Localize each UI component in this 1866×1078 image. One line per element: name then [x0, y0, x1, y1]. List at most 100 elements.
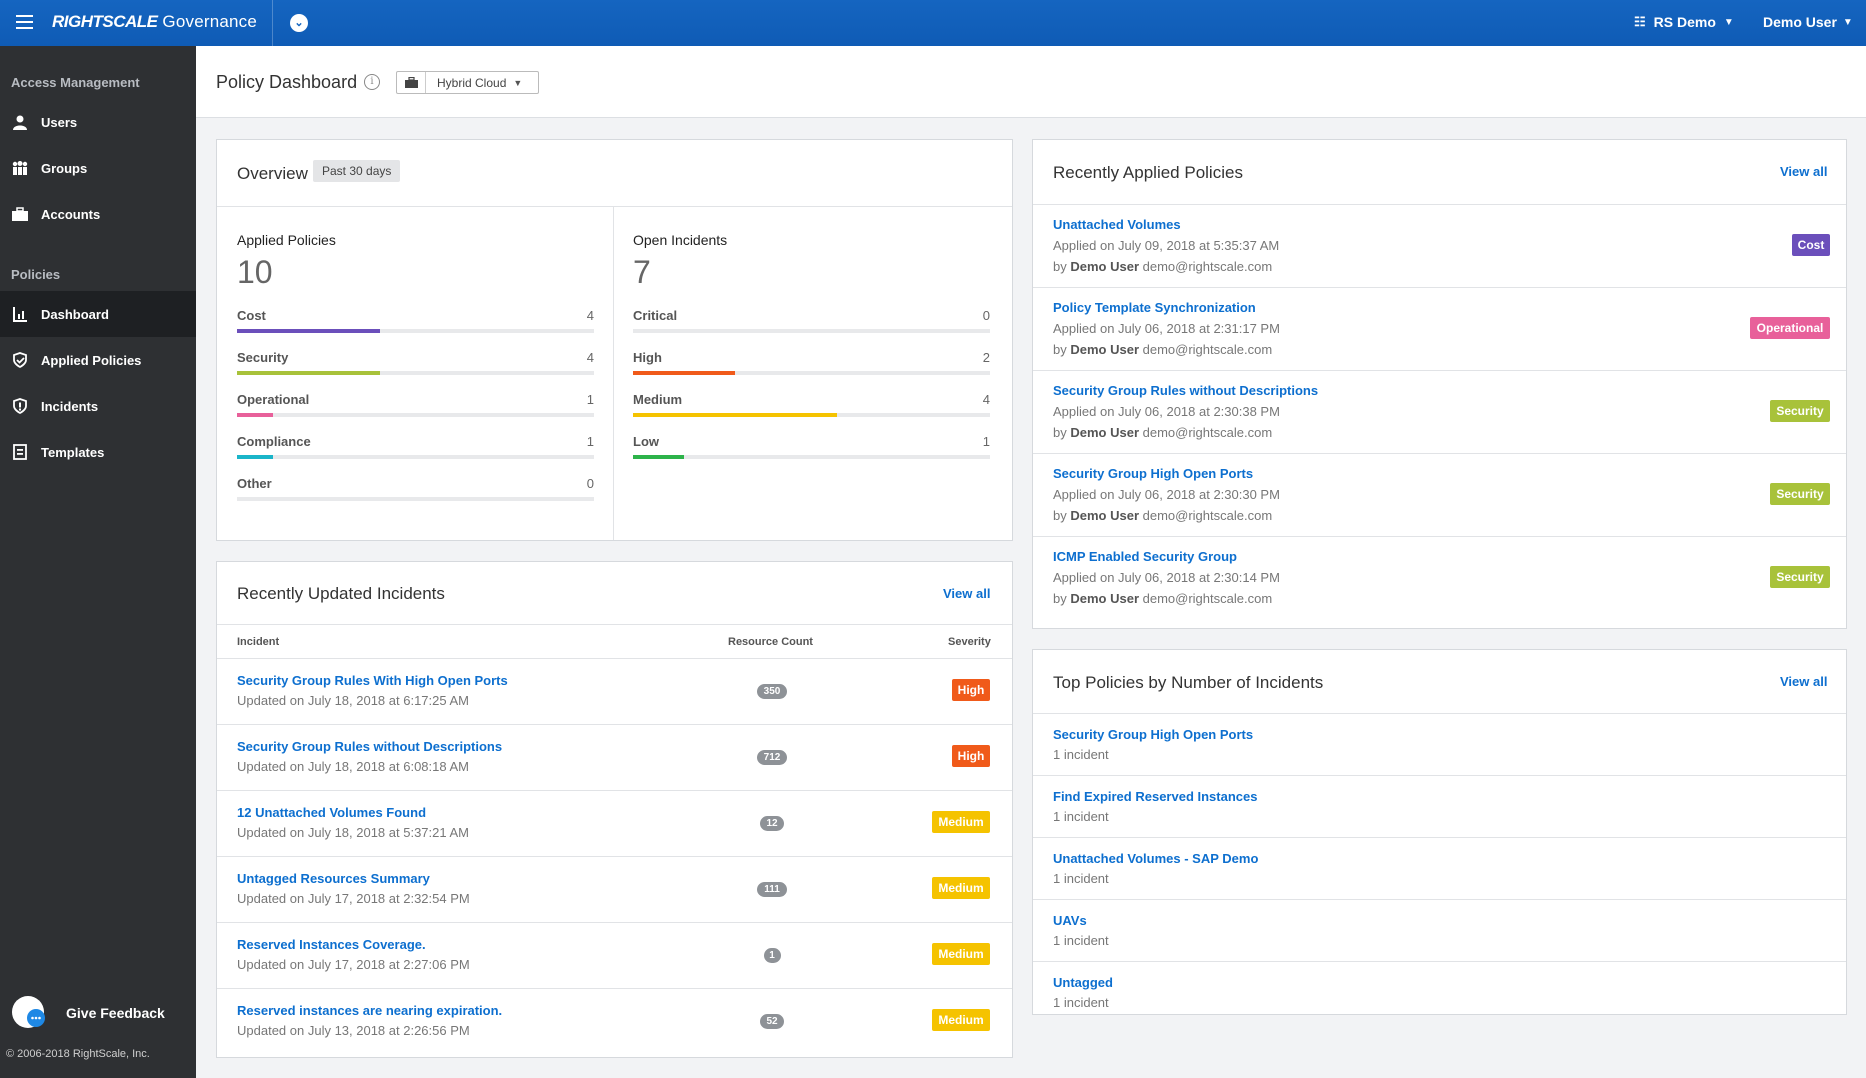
metric-other: Other 0 [237, 476, 594, 501]
sidebar-item-dashboard[interactable]: Dashboard [0, 291, 196, 337]
incident-name-link[interactable]: Untagged Resources Summary [237, 871, 430, 886]
metric-cost: Cost 4 [237, 308, 594, 333]
policy-name-link[interactable]: Security Group High Open Ports [1053, 466, 1254, 481]
org-menu[interactable]: ☷ RS Demo ▼ [1634, 14, 1734, 30]
recent-incidents-title: Recently Updated Incidents [237, 584, 445, 603]
metric-compliance: Compliance 1 [237, 434, 594, 459]
column-header-severity[interactable]: Severity [948, 636, 991, 648]
column-header-resource-count[interactable]: Resource Count [728, 636, 813, 648]
metric-label: Low [633, 434, 659, 449]
dashboard-icon [11, 305, 29, 323]
user-name: Demo User [1763, 14, 1837, 30]
incident-name-link[interactable]: 12 Unattached Volumes Found [237, 805, 427, 820]
divider [1033, 453, 1846, 454]
metric-label: Cost [237, 308, 266, 323]
groups-icon [11, 159, 29, 177]
app-switcher-chevron-icon[interactable]: ⌄ [290, 14, 308, 32]
list-item[interactable]: Security Group High Open Ports 1 incident [1033, 713, 1846, 775]
divider [217, 724, 1012, 725]
top-policy-name-link[interactable]: UAVs [1053, 913, 1087, 928]
list-item[interactable]: Security Group Rules without Description… [1033, 370, 1846, 453]
policy-name-link[interactable]: Unattached Volumes [1053, 217, 1181, 232]
page-header: Policy Dashboard i Hybrid Cloud ▼ [196, 46, 1866, 118]
sidebar-item-accounts[interactable]: Accounts [0, 191, 196, 237]
policy-category-badge: Security [1770, 400, 1830, 422]
recent-policies-view-all-link[interactable]: View all [1780, 164, 1828, 179]
list-item[interactable]: Find Expired Reserved Instances 1 inciden… [1033, 775, 1846, 837]
metric-bar-track [237, 329, 594, 333]
list-item[interactable]: Unattached Volumes - SAP Demo 1 incident [1033, 837, 1846, 899]
table-row[interactable]: Security Group Rules without Description… [217, 724, 1012, 790]
date-range-badge[interactable]: Past 30 days [313, 160, 401, 182]
column-header-incident[interactable]: Incident [237, 636, 280, 648]
applied-policies-total: 10 [237, 254, 273, 290]
incident-name-link[interactable]: Reserved Instances Coverage. [237, 937, 426, 952]
incident-name-link[interactable]: Security Group Rules without Description… [237, 739, 503, 754]
sidebar-item-label: Dashboard [41, 306, 109, 322]
top-bar: RIGHTSCALE Governance ⌄ ☷ RS Demo ▼ Demo… [0, 0, 1866, 46]
list-item[interactable]: UAVs 1 incident [1033, 899, 1846, 961]
chevron-down-icon: ▼ [1723, 16, 1734, 28]
metric-critical: Critical 0 [633, 308, 990, 333]
policy-applied-date: Applied on July 06, 2018 at 2:30:14 PM [1053, 570, 1280, 585]
sidebar-item-groups[interactable]: Groups [0, 145, 196, 191]
incident-updated: Updated on July 17, 2018 at 2:27:06 PM [237, 957, 470, 972]
metric-value: 4 [982, 392, 990, 407]
table-row[interactable]: Security Group Rules With High Open Port… [217, 658, 1012, 724]
sidebar-item-label: Users [41, 114, 78, 130]
list-item[interactable]: Untagged 1 incident [1033, 961, 1846, 1023]
list-item[interactable]: Security Group High Open Ports Applied on… [1033, 453, 1846, 536]
sidebar-item-users[interactable]: Users [0, 99, 196, 145]
info-icon[interactable]: i [364, 74, 380, 90]
table-row[interactable]: 12 Unattached Volumes Found Updated on Ju… [217, 790, 1012, 856]
recent-policies-title: Recently Applied Policies [1053, 163, 1243, 182]
user-menu[interactable]: Demo User ▼ [1763, 14, 1853, 30]
open-incidents-total: 7 [633, 254, 651, 290]
metric-bar-fill [237, 413, 273, 417]
cloud-selector-dropdown[interactable]: Hybrid Cloud ▼ [396, 71, 539, 94]
severity-badge: High [952, 679, 990, 701]
table-row[interactable]: Reserved Instances Coverage. Updated on J… [217, 922, 1012, 988]
sidebar-item-incidents[interactable]: Incidents [0, 383, 196, 429]
top-policies-view-all-link[interactable]: View all [1780, 674, 1828, 689]
policy-name-link[interactable]: ICMP Enabled Security Group [1053, 549, 1237, 564]
incident-updated: Updated on July 18, 2018 at 6:17:25 AM [237, 693, 470, 708]
hamburger-menu-icon[interactable] [16, 15, 33, 29]
top-policy-incident-count: 1 incident [1053, 871, 1109, 886]
top-policy-incident-count: 1 incident [1053, 809, 1109, 824]
cloud-selector-value: Hybrid Cloud [437, 75, 507, 90]
app-brand[interactable]: RIGHTSCALE Governance [52, 12, 258, 31]
top-policy-name-link[interactable]: Unattached Volumes - SAP Demo [1053, 851, 1259, 866]
policy-name-link[interactable]: Security Group Rules without Description… [1053, 383, 1319, 398]
copyright: © 2006-2018 RightScale, Inc. [6, 1048, 150, 1060]
list-item[interactable]: Unattached Volumes Applied on July 09, 20… [1033, 204, 1846, 287]
metric-operational: Operational 1 [237, 392, 594, 417]
sidebar-item-label: Templates [41, 444, 105, 460]
table-row[interactable]: Reserved instances are nearing expiratio… [217, 988, 1012, 1054]
by-label: by [1053, 342, 1067, 357]
sidebar-item-label: Applied Policies [41, 352, 142, 368]
sidebar-item-templates[interactable]: Templates [0, 429, 196, 475]
table-row[interactable]: Untagged Resources Summary Updated on Jul… [217, 856, 1012, 922]
give-feedback-button[interactable]: Give Feedback [10, 996, 165, 1030]
list-item[interactable]: ICMP Enabled Security Group Applied on Ju… [1033, 536, 1846, 619]
sidebar-item-applied-policies[interactable]: Applied Policies [0, 337, 196, 383]
metric-bar-track [633, 371, 990, 375]
divider [1033, 961, 1846, 962]
chevron-down-icon: ▼ [1842, 16, 1853, 28]
divider [1033, 370, 1846, 371]
policy-applied-by: by Demo User demo@rightscale.com [1053, 591, 1272, 606]
recent-incidents-view-all-link[interactable]: View all [943, 586, 991, 601]
policy-applied-by: by Demo User demo@rightscale.com [1053, 425, 1272, 440]
incident-name-link[interactable]: Reserved instances are nearing expiratio… [237, 1003, 503, 1018]
top-policy-name-link[interactable]: Untagged [1053, 975, 1113, 990]
incident-name-link[interactable]: Security Group Rules With High Open Port… [237, 673, 508, 688]
policy-name-link[interactable]: Policy Template Synchronization [1053, 300, 1256, 315]
metric-bar-fill [633, 413, 837, 417]
list-item[interactable]: Policy Template Synchronization Applied o… [1033, 287, 1846, 370]
recent-incidents-card: Recently Updated Incidents View all Inci… [216, 561, 1013, 1058]
applied-by-user: Demo User [1070, 425, 1139, 440]
top-policy-name-link[interactable]: Find Expired Reserved Instances [1053, 789, 1258, 804]
severity-badge: Medium [932, 877, 990, 899]
top-policy-name-link[interactable]: Security Group High Open Ports [1053, 727, 1254, 742]
